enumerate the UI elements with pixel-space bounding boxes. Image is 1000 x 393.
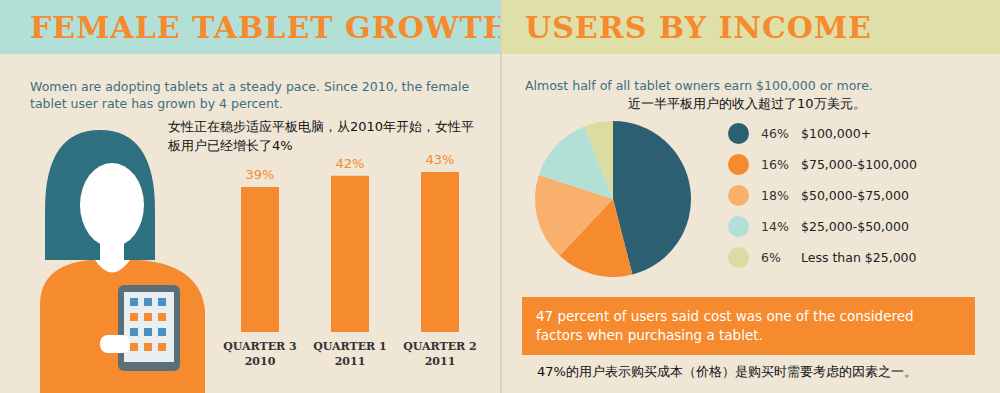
html-text:6%: 6% <box>761 250 781 265</box>
html-text:47 percent of users said cost: 47 percent of users said cost was one of… <box>536 308 914 343</box>
html-text:$100,000+: $100,000+ <box>801 126 872 141</box>
html-text:Less than $25,000: Less than $25,000 <box>801 250 917 265</box>
svg-text:39%: 39% <box>246 167 275 182</box>
html-text:Women are adopting tablets at: Women are adopting tablets at a steady p… <box>30 79 470 111</box>
svg-text:QUARTER 22011: QUARTER 22011 <box>403 340 477 368</box>
html-text:14%: 14% <box>761 219 789 234</box>
svg-text:QUARTER 32010: QUARTER 32010 <box>223 340 297 368</box>
html-text:18%: 18% <box>761 188 789 203</box>
svg-text:42%: 42% <box>336 156 365 171</box>
html-text:近一半平板用户的收入超过了10万美元。: 近一半平板用户的收入超过了10万美元。 <box>628 96 866 111</box>
html-text:16%: 16% <box>761 157 789 172</box>
html-text:Almost half of all tablet owne: Almost half of all tablet owners earn $1… <box>525 78 873 93</box>
html-text:$25,000-$50,000: $25,000-$50,000 <box>801 219 909 234</box>
svg-text:QUARTER 12011: QUARTER 12011 <box>313 340 387 368</box>
html-text:47%的用户表示购买成本（价格）是购买时需要考虑的因素之一。: 47%的用户表示购买成本（价格）是购买时需要考虑的因素之一。 <box>537 364 917 379</box>
html-text:女性正在稳步适应平板电脑，从2010年开始，女性平板用户已经: 女性正在稳步适应平板电脑，从2010年开始，女性平板用户已经增长了4% <box>168 119 475 153</box>
html-text:USERS BY INCOME: USERS BY INCOME <box>525 10 872 45</box>
html-text:$75,000-$100,000: $75,000-$100,000 <box>801 157 917 172</box>
html-text:$50,000-$75,000: $50,000-$75,000 <box>801 188 909 203</box>
html-text:46%: 46% <box>761 126 789 141</box>
html-text:FEMALE TABLET GROWTH: FEMALE TABLET GROWTH <box>30 10 513 45</box>
svg-text:43%: 43% <box>426 152 455 167</box>
